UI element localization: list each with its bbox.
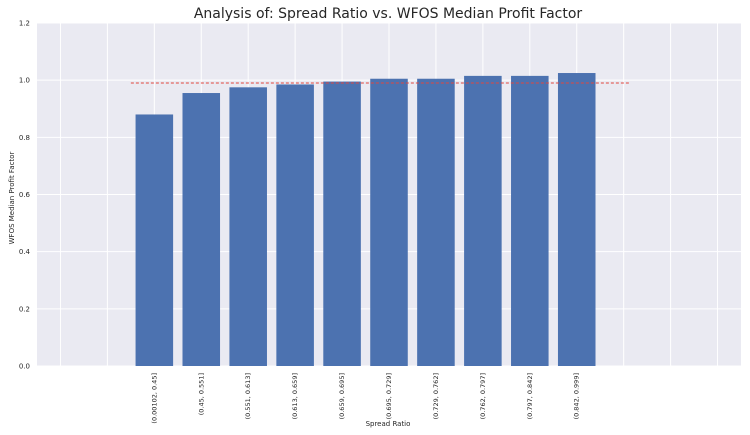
chart-title: Analysis of: Spread Ratio vs. WFOS Media… (194, 6, 583, 22)
bar (182, 93, 221, 366)
y-tick-label: 0.8 (19, 134, 30, 142)
x-tick-label: (0.729, 0.762] (432, 373, 440, 419)
x-tick-label: (0.797, 0.842] (526, 373, 534, 419)
bar (135, 114, 174, 366)
bar (464, 75, 502, 367)
x-axis-label: Spread Ratio (366, 420, 411, 428)
y-tick-label: 0.6 (19, 191, 31, 199)
x-tick-label: (0.695, 0.729] (385, 373, 393, 419)
bar (323, 81, 361, 367)
x-tick-label: (0.842, 0.999] (573, 373, 581, 419)
y-tick-label: 0.2 (19, 305, 30, 313)
x-tick-label: (0.762, 0.797] (479, 373, 487, 419)
bar (417, 78, 455, 367)
y-tick-label: 0.4 (19, 248, 31, 256)
x-tick-label: (0.45, 0.551] (197, 373, 205, 415)
bars (135, 73, 596, 367)
y-tick-label: 1.0 (19, 77, 30, 85)
bar (557, 73, 596, 366)
x-tick-labels: (0.00102, 0.45] (0.45, 0.551] (0.551, 0.61… (150, 373, 580, 424)
bar (370, 78, 408, 367)
x-tick-label: (0.00102, 0.45] (150, 373, 158, 424)
bar (276, 84, 314, 367)
bar (229, 87, 267, 366)
y-axis-label: WFOS Median Profit Factor (8, 152, 16, 245)
x-tick-label: (0.613, 0.659] (291, 373, 299, 419)
y-tick-label: 1.2 (19, 20, 30, 28)
x-tick-label: (0.551, 0.613] (244, 373, 252, 419)
bar (511, 75, 549, 367)
y-tick-label: 0.0 (19, 363, 30, 371)
y-tick-labels: 0.0 0.2 0.4 0.6 0.8 1.0 1.2 (19, 20, 31, 371)
x-tick-label: (0.659, 0.695] (338, 373, 346, 419)
